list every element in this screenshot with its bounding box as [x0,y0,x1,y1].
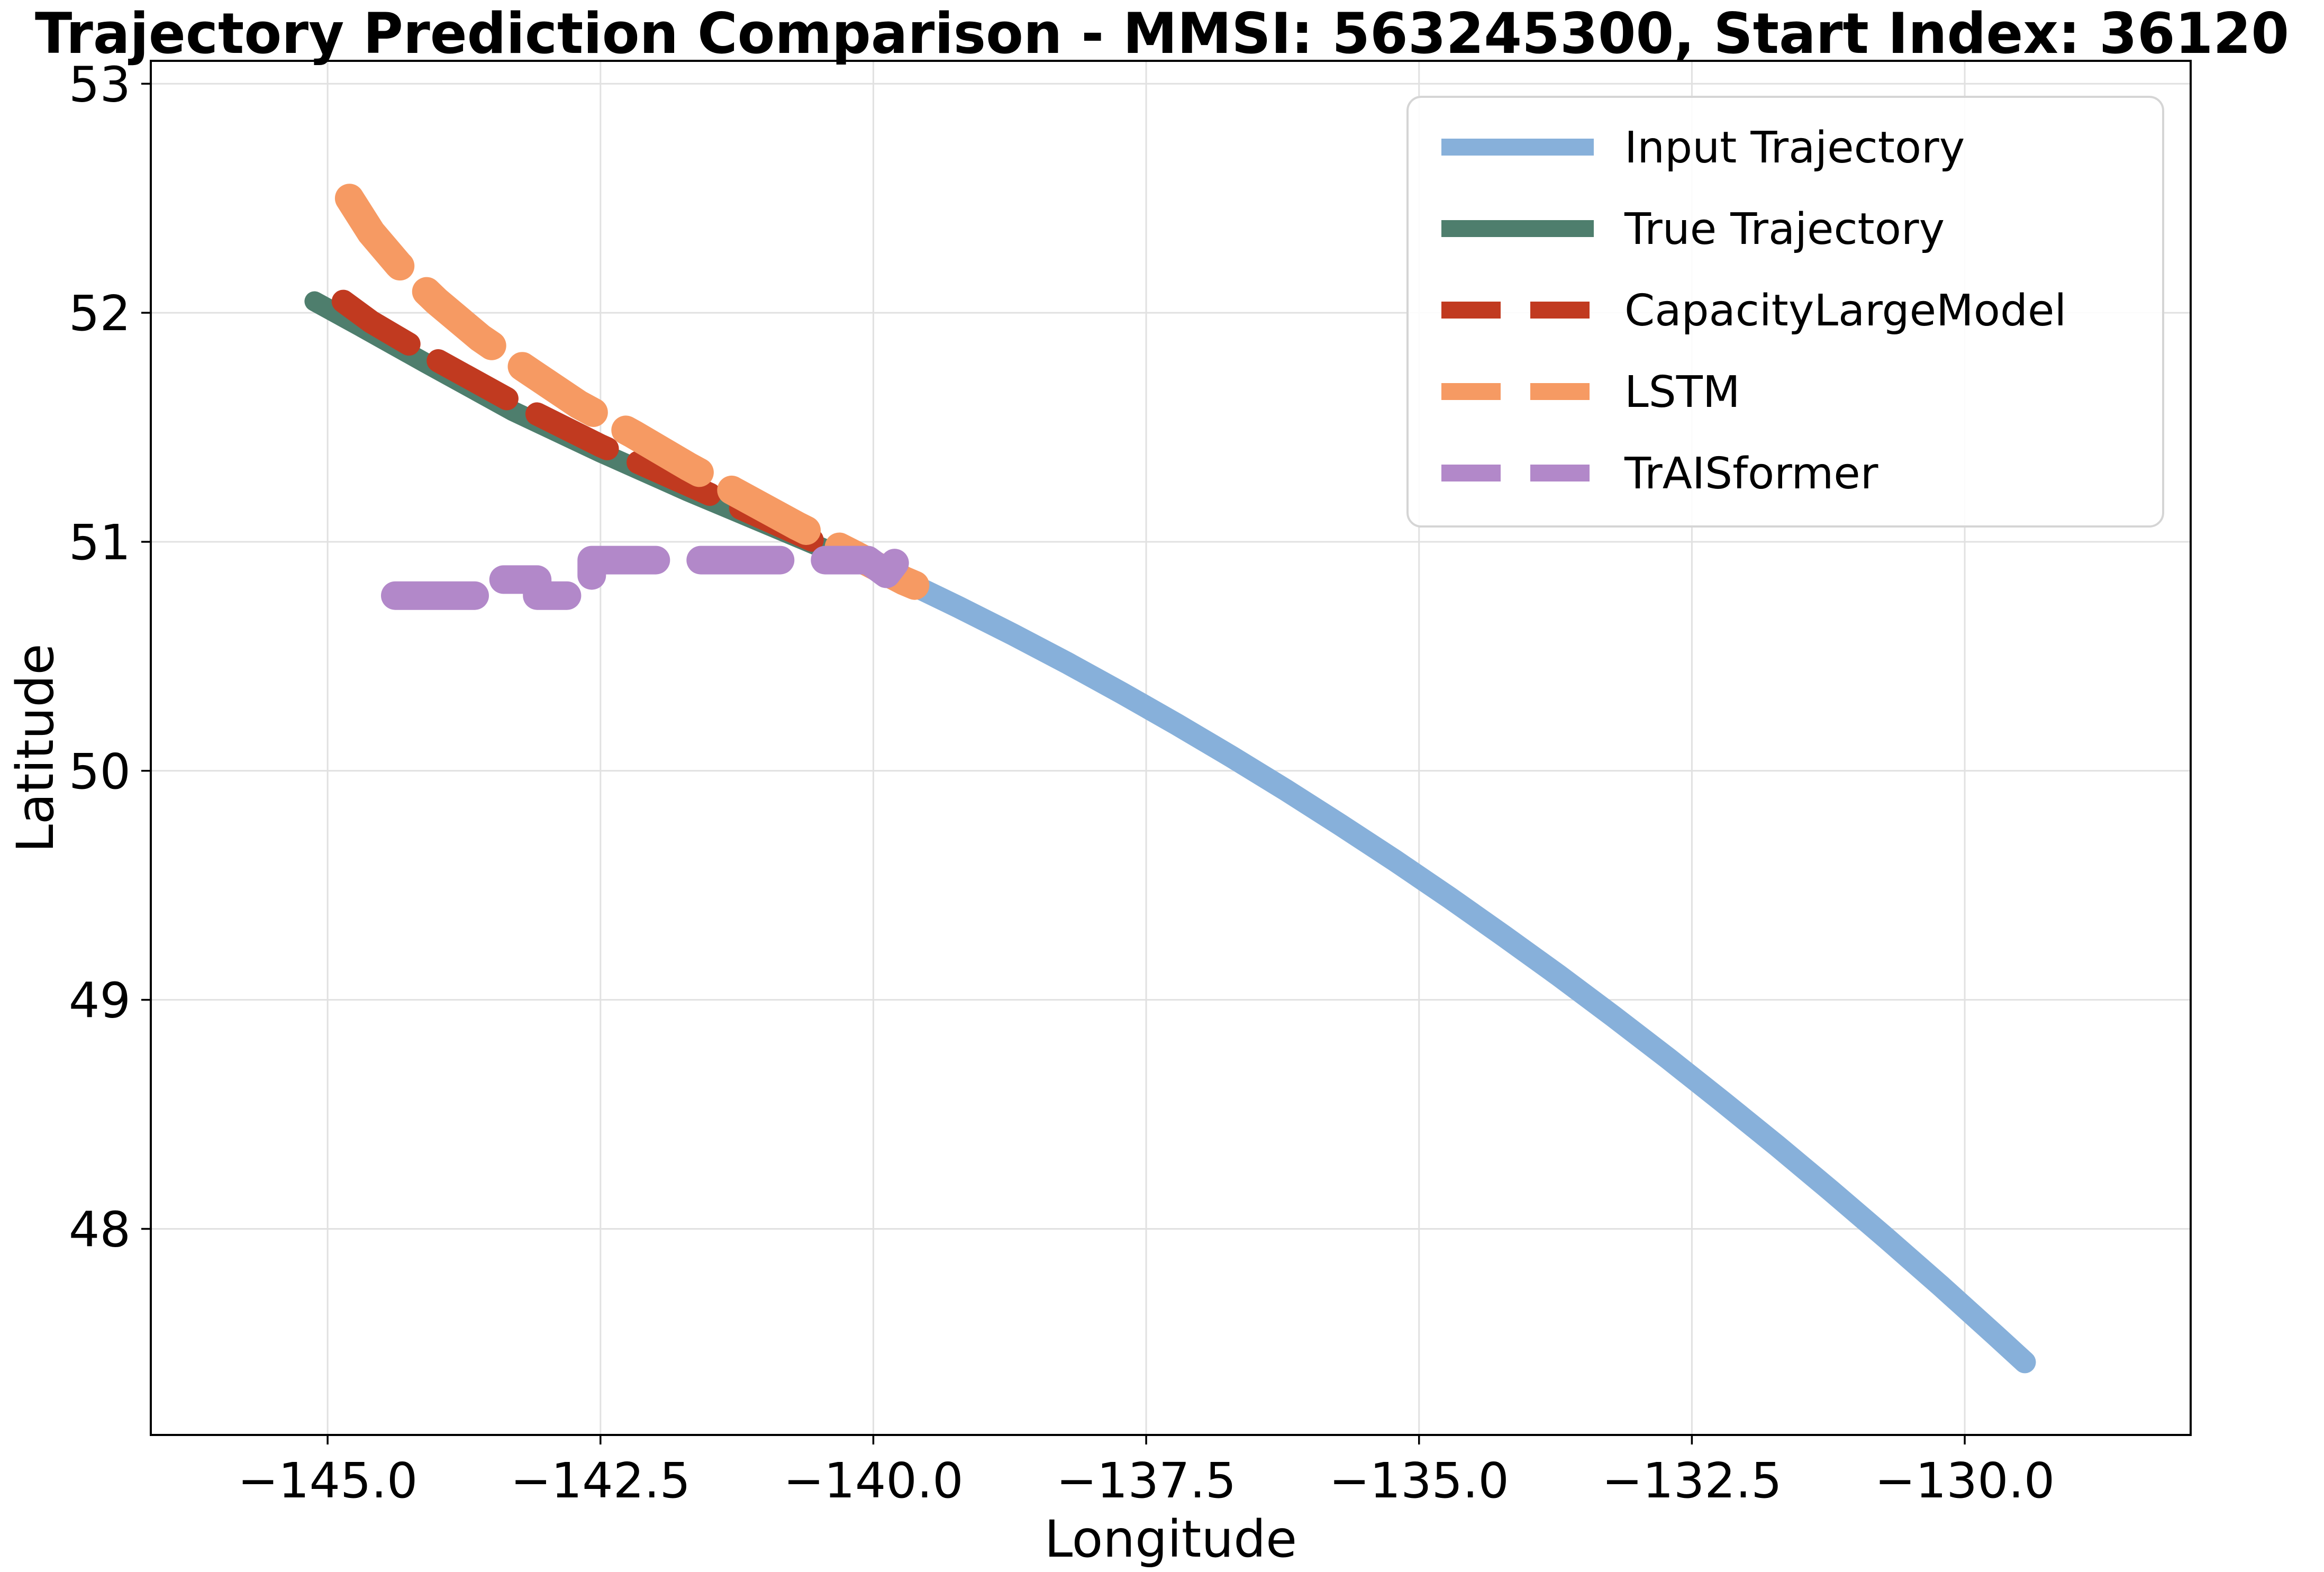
series-input-trajectory-line [893,569,2036,1374]
legend-label-true-trajectory: True Trajectory [1624,204,1945,255]
y-tick-label-2: 51 [69,514,131,571]
y-tick-label-1: 52 [69,285,131,342]
legend-item-traisformer: TrAISformer [1441,449,1878,499]
x-axis-label: Longitude [1045,1510,1297,1569]
y-tick-label-4: 49 [69,973,131,1029]
legend-item-capacity-large-model: CapacityLargeModel [1441,286,2066,336]
series-lstm-line [327,170,930,600]
series-group [304,170,2036,1374]
x-tick-label-6: −130.0 [1875,1452,2055,1509]
y-axis-label: Latitude [6,643,65,852]
x-tick-label-5: −132.5 [1602,1452,1782,1509]
x-tick-label-4: −135.0 [1329,1452,1509,1509]
plot-border [150,60,2192,1436]
series-traisformer-line [381,546,918,610]
legend-label-traisformer: TrAISformer [1624,449,1878,499]
legend-label-capacity-large-model: CapacityLargeModel [1624,286,2066,336]
legend-item-true-trajectory: True Trajectory [1441,204,1945,255]
legend-item-input-trajectory: Input Trajectory [1441,123,1965,173]
legend-item-lstm: LSTM [1441,367,1740,417]
y-axis: 53 52 51 50 49 48 [69,56,151,1258]
x-tick-label-0: −145.0 [238,1452,417,1509]
legend: Input Trajectory True Trajectory CapacityL… [1406,96,2164,528]
x-tick-label-1: −142.5 [511,1452,691,1509]
legend-box [1406,96,2164,528]
y-tick-label-0: 53 [69,56,131,113]
x-tick-label-2: −140.0 [783,1452,963,1509]
y-tick-label-5: 48 [69,1201,131,1258]
y-tick-label-3: 50 [69,743,131,800]
grid [151,61,2191,1435]
legend-label-input-trajectory: Input Trajectory [1624,123,1965,173]
legend-label-lstm: LSTM [1624,367,1740,417]
chart-title: Trajectory Prediction Comparison - MMSI:… [35,1,2289,66]
x-axis: −145.0 −142.5 −140.0 −137.5 −135.0 −132.5 −130… [238,1435,2055,1509]
x-tick-label-3: −137.5 [1056,1452,1236,1509]
